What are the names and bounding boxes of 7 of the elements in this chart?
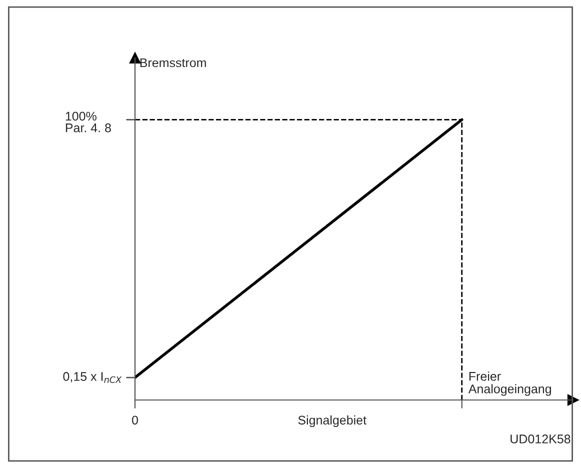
- text: UD012K58: [510, 434, 570, 444]
- text: Signalgebiet: [298, 415, 366, 428]
- x-axis-title: Freier Analogeingang: [468, 372, 552, 396]
- y-axis-title: Bremsstrom: [140, 58, 206, 68]
- text: 0,15 x I$_{nCX}$: [63, 372, 122, 383]
- text: 100% Par. 4. 8: [66, 112, 111, 132]
- text: 0: [132, 416, 138, 425]
